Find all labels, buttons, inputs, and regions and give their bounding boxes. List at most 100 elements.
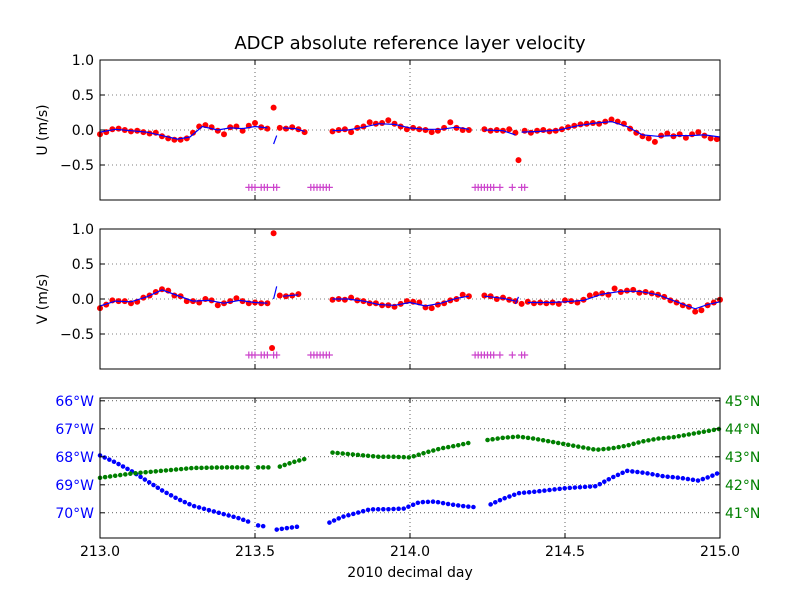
- u-data-point: [676, 131, 683, 138]
- u-data-point: [441, 124, 448, 131]
- u-data-point: [434, 127, 441, 134]
- u-smoothed-line: [332, 123, 470, 132]
- v-data-point: [611, 285, 618, 292]
- v-data-point: [531, 300, 537, 307]
- u-data-point: [713, 136, 720, 143]
- u-data-point: [348, 129, 355, 136]
- v-data-point: [586, 292, 593, 299]
- u-smoothed-line: [99, 125, 268, 140]
- u-data-point: [465, 127, 472, 133]
- u-flag-marker: [273, 183, 281, 191]
- position-latitude-tick-label: 42°N: [725, 478, 760, 494]
- v-data-point: [329, 296, 336, 303]
- v-smoothed-line: [282, 294, 299, 297]
- u-data-point: [422, 127, 429, 133]
- u-data-point: [329, 128, 336, 135]
- u-data-point: [341, 126, 348, 133]
- v-data-point: [543, 300, 550, 307]
- v-smoothed-line: [332, 295, 470, 307]
- u-data-point: [128, 128, 134, 135]
- v-smoothed-line: [273, 286, 278, 300]
- position-lat-track: [485, 426, 723, 453]
- v-flag-marker: [263, 351, 271, 359]
- v-data-point: [214, 302, 221, 309]
- v-flag-marker: [325, 351, 333, 359]
- u-data-point: [689, 131, 696, 138]
- u-flag-marker: [325, 183, 333, 191]
- position-lat-track: [277, 456, 307, 469]
- u-data-point: [701, 132, 708, 139]
- u-data-point: [221, 131, 227, 138]
- v-ytick-label: −0.5: [60, 327, 94, 343]
- u-data-point: [289, 124, 296, 131]
- position-lon-track: [327, 499, 478, 525]
- v-smoothed-line: [527, 290, 721, 310]
- v-data-point: [459, 291, 466, 298]
- position-xtick-label: 213.5: [235, 544, 275, 560]
- u-data-point: [481, 126, 488, 133]
- v-ytick-label: 0.0: [72, 292, 94, 308]
- u-smoothed-line: [273, 135, 278, 145]
- v-frame: [99, 228, 721, 370]
- v-data-point: [524, 298, 531, 305]
- v-data-point: [580, 296, 587, 303]
- position-longitude-tick-label: 69°W: [55, 478, 94, 494]
- v-data-point: [562, 297, 568, 304]
- u-data-point: [521, 127, 528, 134]
- v-data-point: [624, 287, 630, 294]
- v-data-point: [636, 289, 643, 296]
- u-data-point: [512, 129, 519, 136]
- u-ytick-label: 0.0: [72, 123, 94, 139]
- v-ytick-label: 1.0: [72, 222, 94, 238]
- v-flag-marker: [508, 351, 516, 359]
- u-y-axis-label: U (m/s): [35, 104, 51, 155]
- u-ytick-label: 0.5: [72, 88, 94, 104]
- u-flag-marker: [263, 183, 271, 191]
- v-ytick-label: 0.5: [72, 257, 94, 273]
- u-ytick-label: −0.5: [60, 158, 94, 174]
- v-data-point: [617, 289, 624, 295]
- position-xtick-label: 214.5: [545, 544, 585, 560]
- u-data-point: [239, 127, 246, 134]
- u-data-point: [608, 116, 615, 123]
- u-data-point: [651, 138, 658, 145]
- u-data-point: [252, 120, 258, 126]
- v-data-point: [481, 292, 488, 299]
- u-data-point: [264, 125, 271, 132]
- u-data-point: [276, 124, 283, 131]
- u-data-point: [596, 120, 603, 127]
- u-data-point: [214, 127, 221, 134]
- position-lon-track: [97, 453, 252, 525]
- position-longitude-tick-label: 67°W: [55, 422, 94, 438]
- position-longitude-tick-label: 66°W: [55, 394, 94, 410]
- x-axis-label: 2010 decimal day: [347, 565, 472, 581]
- u-data-point: [270, 104, 277, 111]
- v-y-axis-label: V (m/s): [35, 274, 51, 325]
- u-data-point: [428, 129, 435, 136]
- u-data-point: [707, 135, 714, 142]
- v-data-point: [341, 296, 348, 303]
- u-flag-marker: [490, 183, 498, 191]
- position-panel: 213.0 213.5 214.0 214.5 215.0 66°W 67°W 68°W 69°…: [55, 394, 760, 560]
- v-data-point: [233, 295, 240, 302]
- u-data-point: [506, 126, 513, 133]
- u-data-point: [190, 129, 196, 136]
- u-smoothed-line: [521, 120, 721, 138]
- u-data-point: [645, 135, 652, 142]
- u-data-point: [447, 119, 454, 126]
- v-smoothed-line: [99, 289, 268, 307]
- v-data-point: [276, 292, 283, 299]
- v-data-point: [630, 286, 637, 293]
- v-velocity-panel: 1.0 0.5 0.0 −0.5 V (m/s): [35, 222, 723, 370]
- position-frame: [99, 397, 721, 539]
- u-data-point: [453, 124, 460, 131]
- position-latitude-tick-label: 43°N: [725, 450, 760, 466]
- u-data-point: [227, 124, 234, 131]
- u-data-point: [577, 121, 584, 128]
- v-flag-marker: [496, 351, 504, 359]
- u-data-point: [540, 127, 547, 133]
- u-flag-marker: [508, 183, 516, 191]
- v-flag-marker: [251, 351, 259, 359]
- u-data-point: [301, 129, 308, 136]
- position-latitude-tick-label: 44°N: [725, 422, 760, 438]
